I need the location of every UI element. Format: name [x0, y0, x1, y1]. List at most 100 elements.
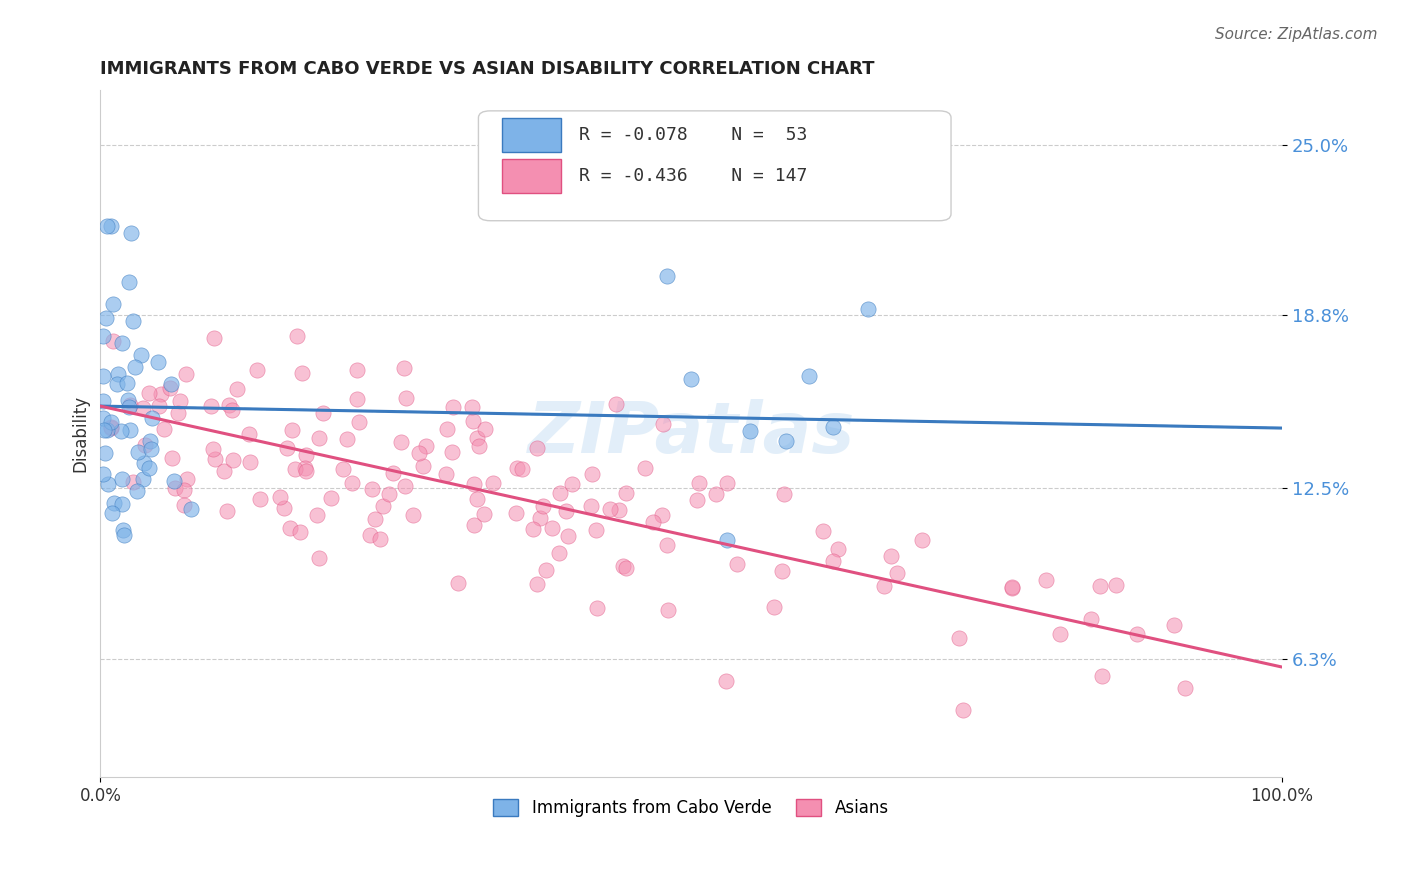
Point	[212, 464, 235, 478]
Point	[368, 533, 391, 547]
Point	[415, 439, 437, 453]
Point	[162, 451, 184, 466]
Point	[100, 506, 122, 520]
Point	[1105, 578, 1128, 592]
Point	[221, 453, 243, 467]
Point	[557, 529, 579, 543]
Point	[346, 363, 368, 377]
Point	[100, 421, 122, 435]
Point	[886, 566, 908, 580]
Point	[226, 382, 249, 396]
Point	[218, 399, 240, 413]
Point	[506, 461, 529, 475]
Point	[117, 376, 139, 390]
Point	[533, 499, 555, 513]
Point	[91, 467, 114, 482]
Point	[389, 435, 412, 450]
Point	[281, 423, 304, 437]
Point	[340, 475, 363, 490]
Point	[1080, 612, 1102, 626]
Point	[827, 541, 849, 556]
Point	[180, 502, 202, 516]
Point	[120, 398, 142, 412]
Point	[295, 449, 318, 463]
Point	[441, 400, 464, 414]
Point	[124, 360, 146, 375]
Point	[122, 475, 145, 489]
Point	[474, 421, 496, 435]
Point	[96, 423, 118, 437]
Point	[173, 498, 195, 512]
Point	[548, 486, 571, 500]
Point	[634, 461, 657, 475]
Point	[799, 368, 821, 383]
Text: R = -0.078    N =  53: R = -0.078 N = 53	[579, 126, 807, 144]
Point	[585, 523, 607, 537]
Point	[1126, 627, 1149, 641]
Point	[529, 511, 551, 525]
Point	[122, 314, 145, 328]
Point	[176, 472, 198, 486]
Point	[163, 474, 186, 488]
Point	[332, 462, 354, 476]
Point	[131, 401, 153, 415]
Point	[285, 328, 308, 343]
Point	[1035, 573, 1057, 587]
Point	[93, 423, 115, 437]
Point	[555, 504, 578, 518]
Point	[217, 504, 239, 518]
Point	[173, 483, 195, 497]
Point	[686, 493, 709, 508]
Text: IMMIGRANTS FROM CABO VERDE VS ASIAN DISABILITY CORRELATION CHART: IMMIGRANTS FROM CABO VERDE VS ASIAN DISA…	[100, 60, 875, 78]
Point	[278, 520, 301, 534]
Point	[652, 417, 675, 432]
Point	[112, 527, 135, 541]
Point	[118, 276, 141, 290]
Point	[107, 367, 129, 381]
Point	[202, 331, 225, 345]
Point	[152, 422, 174, 436]
Point	[465, 491, 488, 506]
Point	[97, 476, 120, 491]
Point	[103, 496, 125, 510]
Point	[284, 462, 307, 476]
Point	[465, 432, 488, 446]
Point	[763, 599, 786, 614]
Point	[1049, 627, 1071, 641]
Text: Source: ZipAtlas.com: Source: ZipAtlas.com	[1215, 27, 1378, 42]
Point	[823, 554, 845, 568]
Point	[91, 329, 114, 343]
Point	[880, 549, 903, 563]
Point	[238, 426, 260, 441]
Point	[599, 502, 621, 516]
Point	[714, 673, 737, 688]
Point	[111, 472, 134, 486]
Point	[858, 302, 880, 317]
Point	[378, 486, 401, 500]
Point	[134, 438, 156, 452]
Point	[394, 479, 416, 493]
Point	[176, 368, 198, 382]
Point	[526, 577, 548, 591]
Point	[651, 508, 673, 522]
Point	[141, 411, 163, 425]
Point	[101, 297, 124, 311]
Point	[312, 406, 335, 420]
Point	[873, 578, 896, 592]
Point	[681, 371, 703, 385]
Point	[1163, 618, 1185, 632]
Point	[169, 394, 191, 409]
Point	[436, 422, 458, 436]
Point	[101, 334, 124, 348]
Text: ZIPatlas: ZIPatlas	[527, 399, 855, 468]
Point	[657, 603, 679, 617]
Text: R = -0.436    N = 147: R = -0.436 N = 147	[579, 167, 807, 186]
Point	[821, 419, 844, 434]
Point	[110, 336, 132, 351]
Point	[138, 461, 160, 475]
Point	[100, 419, 122, 434]
Point	[948, 631, 970, 645]
Point	[204, 452, 226, 467]
Point	[276, 442, 298, 456]
Point	[775, 434, 797, 448]
